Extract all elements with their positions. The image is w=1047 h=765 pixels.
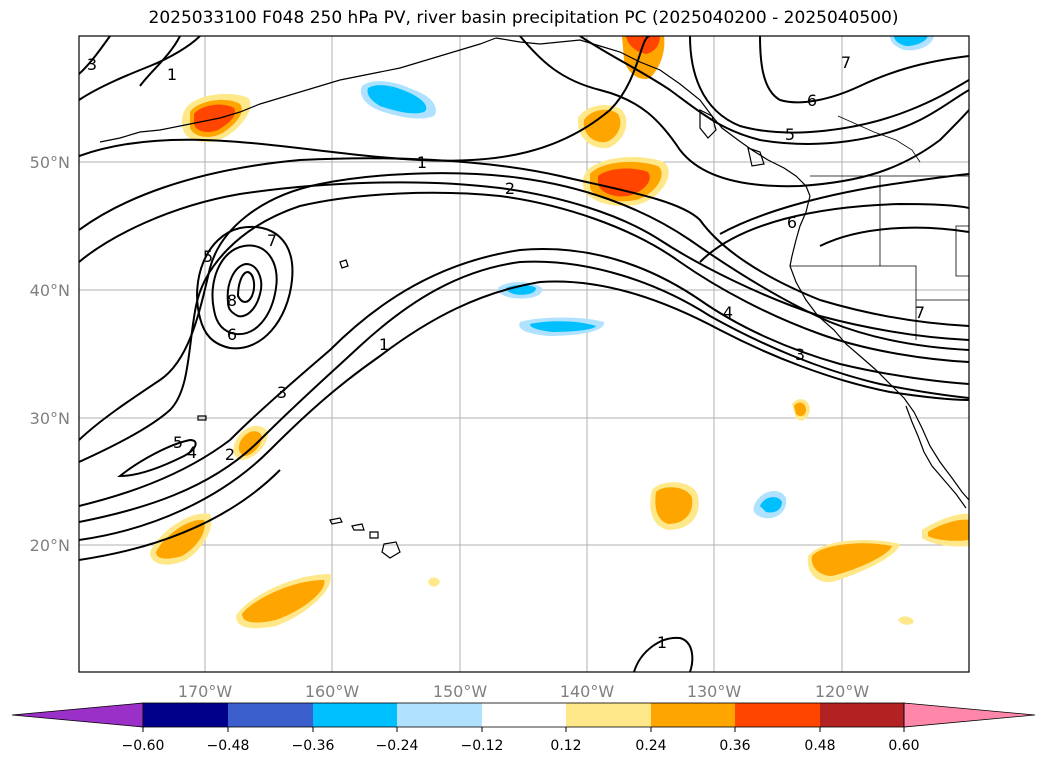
contour-label: 2 [225, 445, 235, 464]
contour-label: 1 [167, 65, 177, 84]
colorbar: −0.60 −0.48 −0.36 −0.24 −0.12 0.12 0.24 … [11, 702, 1036, 754]
colorbar-segment [566, 703, 651, 727]
precip-blob [794, 402, 806, 417]
contour-label: 2 [505, 179, 515, 198]
longitude-labels: 170°W 160°W 150°W 140°W 130°W 120°W [178, 682, 870, 701]
colorbar-ticks [142, 727, 905, 732]
precip-blob [898, 616, 914, 625]
colorbar-tick-label: 0.36 [719, 738, 750, 754]
colorbar-tick-labels: −0.60 −0.48 −0.36 −0.24 −0.12 0.12 0.24 … [122, 738, 920, 754]
colorbar-tick-label: 0.60 [888, 738, 919, 754]
precip-blob [194, 104, 235, 132]
colorbar-tick-label: 0.12 [550, 738, 581, 754]
precip-blob [530, 321, 596, 332]
precip-blob [811, 543, 892, 576]
contour-label: 1 [417, 153, 427, 172]
contour-label: 5 [173, 433, 183, 452]
contour-label: 3 [87, 55, 97, 74]
precip-blob [583, 109, 621, 143]
colorbar-segment [651, 703, 735, 727]
precip-blob [928, 519, 969, 541]
colorbar-extend-low [11, 702, 144, 728]
colorbar-extend-high [903, 702, 1036, 728]
colorbar-tick-label: −0.12 [461, 738, 504, 754]
colorbar-outline [142, 702, 905, 728]
colorbar-segment [482, 703, 566, 727]
lon-label: 120°W [815, 682, 870, 701]
contour-labels: 1 2 1 3 2 4 5 5 7 6 8 4 3 6 5 6 7 7 1 3 … [87, 53, 925, 652]
contour-label: 5 [203, 247, 213, 266]
coastlines [99, 37, 969, 559]
contour-label: 6 [807, 91, 817, 110]
contour-label: 7 [267, 231, 277, 250]
lat-label: 50°N [30, 153, 70, 172]
colorbar-segment [820, 703, 904, 727]
contour-label: 1 [379, 335, 389, 354]
political-borders [790, 115, 969, 340]
colorbar-segment [228, 703, 313, 727]
precip-shading [150, 36, 969, 629]
precip-blob [598, 168, 650, 197]
pv-contours [79, 36, 969, 672]
colorbar-tick-label: −0.60 [122, 738, 165, 754]
contour-label: 1 [657, 633, 667, 652]
lon-label: 160°W [305, 682, 360, 701]
precip-blob [760, 497, 782, 513]
contour-label: 4 [187, 443, 197, 462]
lat-label: 20°N [30, 536, 70, 555]
gridlines [79, 36, 969, 672]
contour-label: 6 [227, 325, 237, 344]
lon-label: 170°W [178, 682, 233, 701]
contour-label: 6 [787, 213, 797, 232]
colorbar-segment [735, 703, 820, 727]
contour-label: 7 [915, 303, 925, 322]
contour-label: 4 [723, 303, 733, 322]
map-frame [78, 35, 970, 673]
precip-blob [655, 487, 693, 524]
contour-label: 8 [227, 291, 237, 310]
colorbar-tick-label: −0.48 [207, 738, 250, 754]
colorbar-tick-label: 0.48 [804, 738, 835, 754]
colorbar-segment [397, 703, 482, 727]
lon-label: 140°W [560, 682, 615, 701]
lon-label: 150°W [433, 682, 488, 701]
map-title: 2025033100 F048 250 hPa PV, river basin … [148, 8, 899, 28]
precip-blob [238, 431, 262, 456]
contour-label: 3 [795, 345, 805, 364]
contour-label: 5 [785, 125, 795, 144]
lat-label: 40°N [30, 281, 70, 300]
contour-label: 7 [841, 53, 851, 72]
colorbar-tick-label: −0.24 [376, 738, 419, 754]
colorbar-segment [143, 703, 228, 727]
precip-blob [894, 36, 928, 46]
lon-label: 130°W [687, 682, 742, 701]
contour-label: 3 [277, 383, 287, 402]
precip-blob [367, 85, 427, 114]
colorbar-tick-label: −0.36 [292, 738, 335, 754]
colorbar-tick-label: 0.24 [635, 738, 666, 754]
lat-label: 30°N [30, 409, 70, 428]
precip-blob [428, 577, 440, 587]
colorbar-segment [313, 703, 397, 727]
latitude-labels: 50°N 40°N 30°N 20°N [30, 153, 70, 555]
precip-blob [242, 580, 325, 623]
